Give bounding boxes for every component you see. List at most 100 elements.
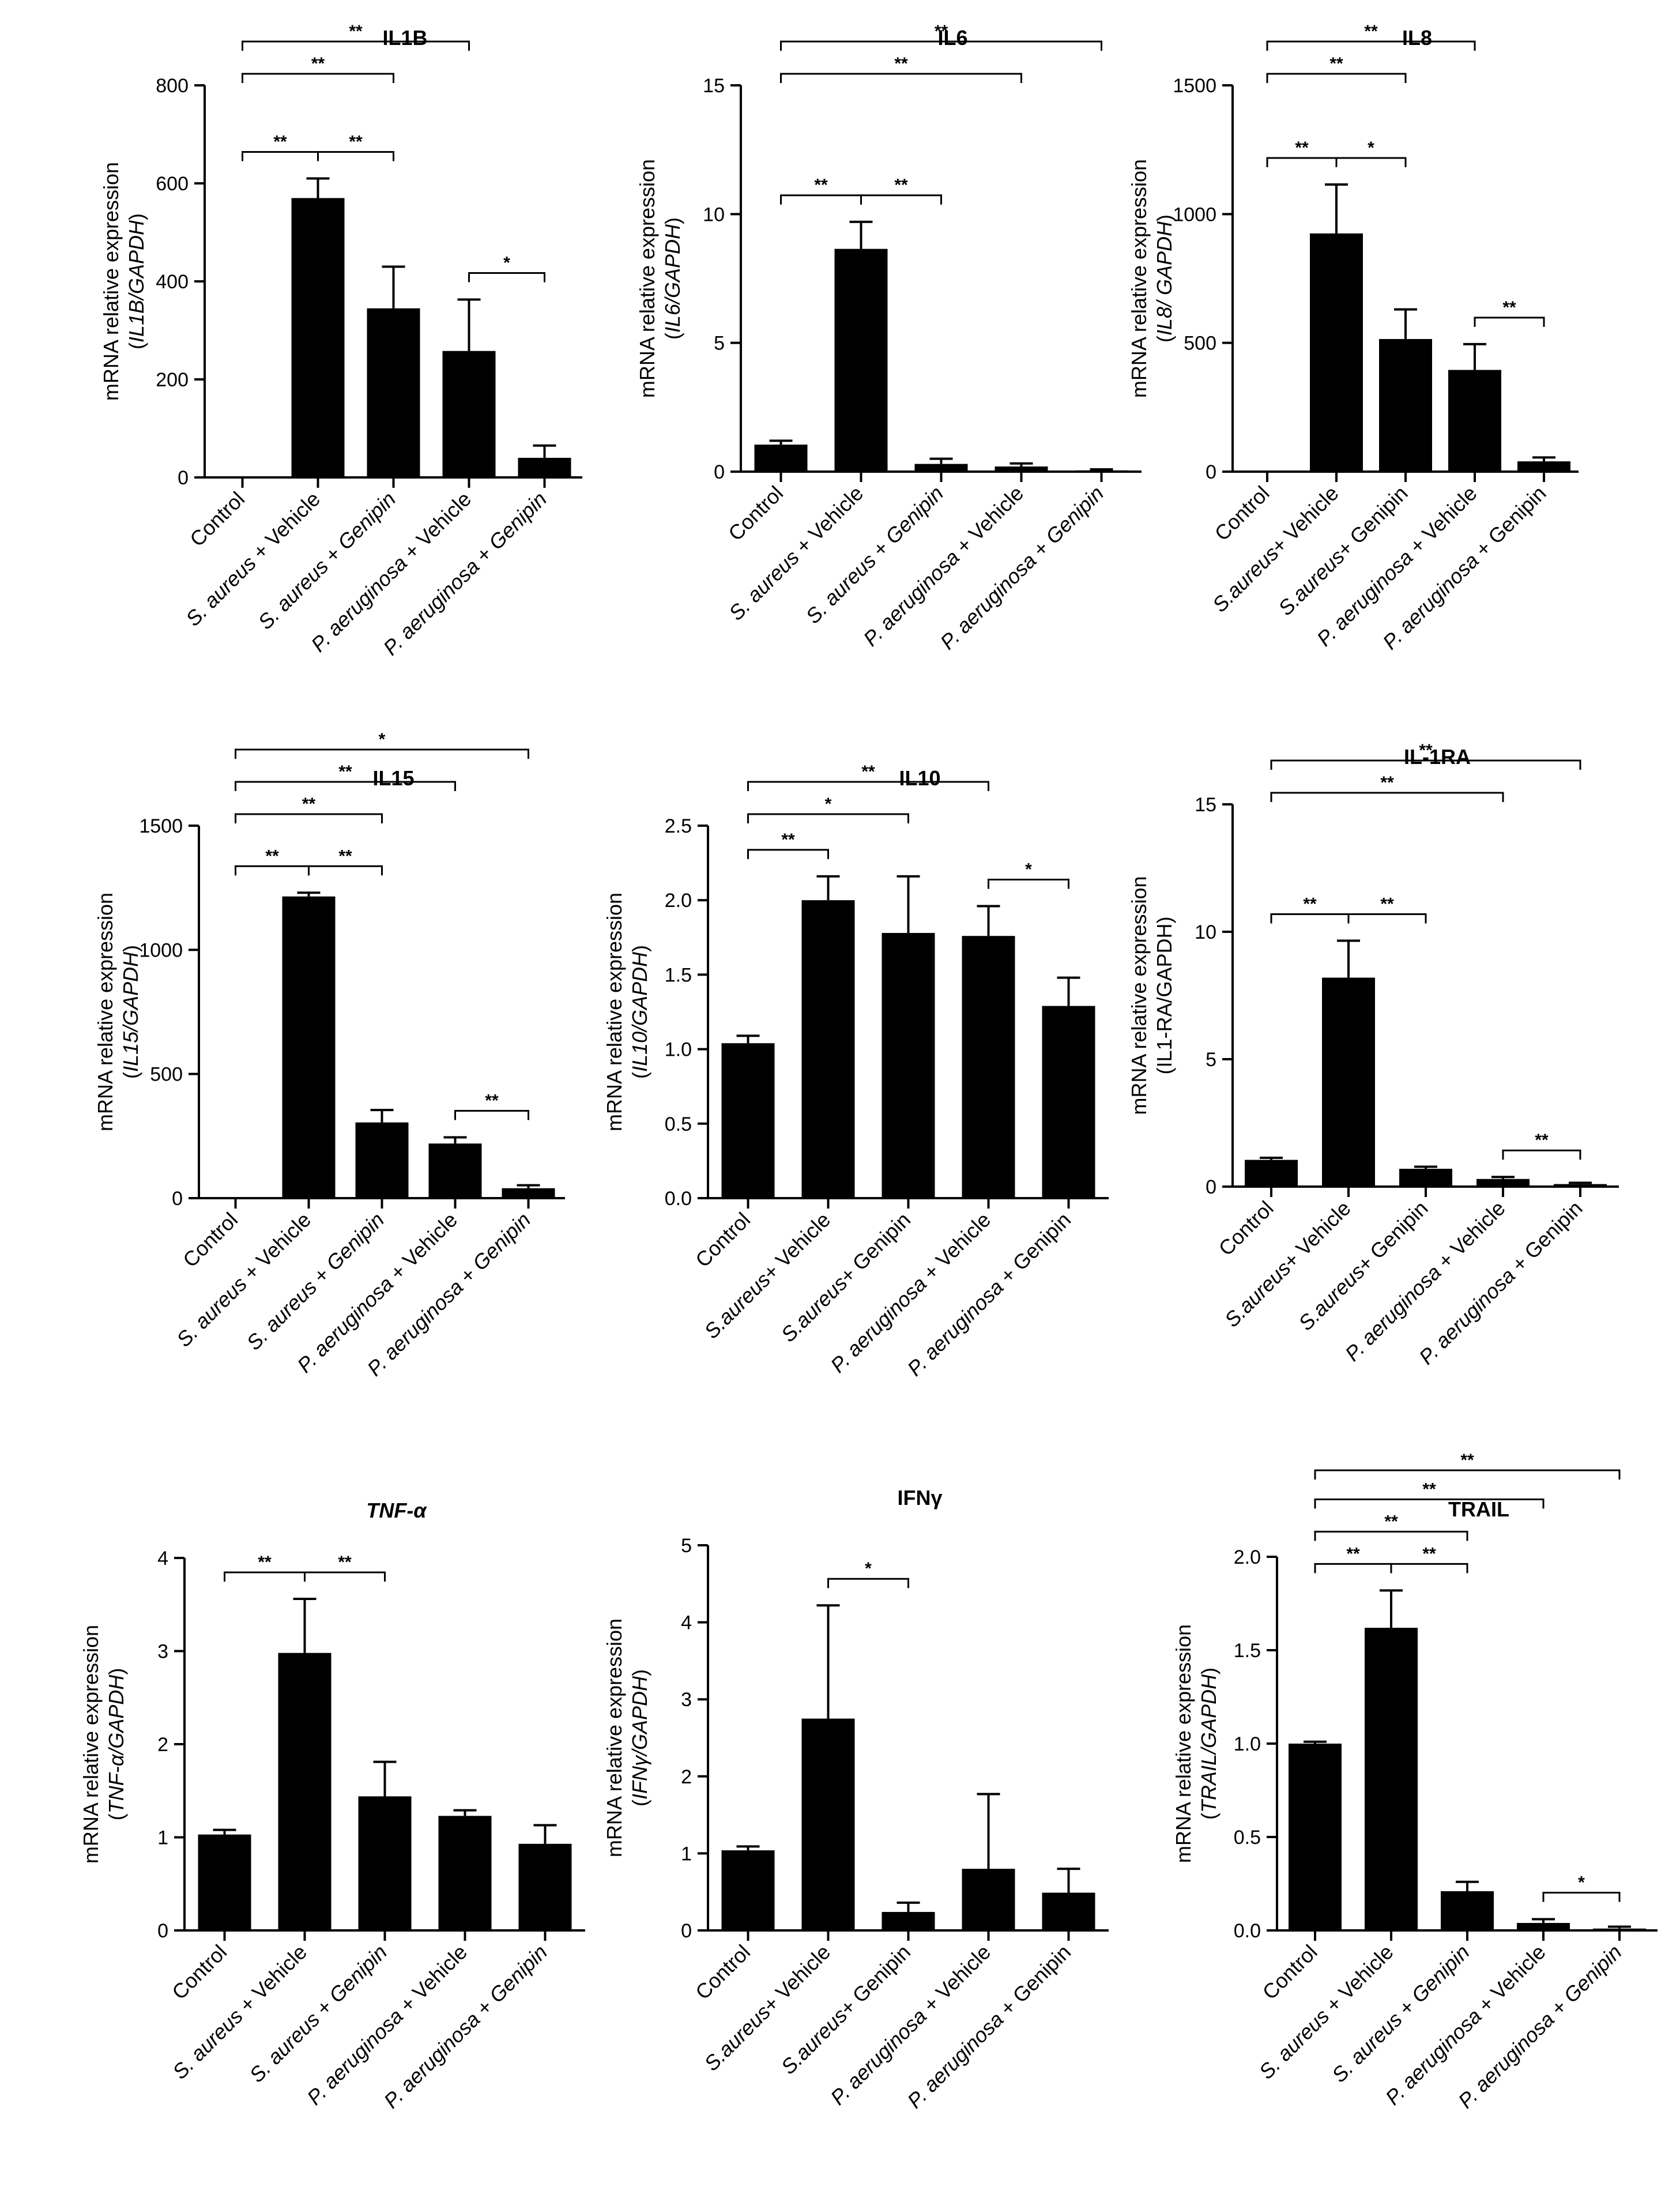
y-tick-label: 3 (157, 1641, 168, 1663)
bar (1365, 1628, 1418, 1930)
category-label: Control (185, 487, 249, 551)
chart-panel-tnf: TNF-α 0 1 2 3 4 mRNA relative expression (TNF-α… (79, 1499, 585, 2113)
y-tick-label: 2.0 (1234, 1546, 1261, 1568)
category-label: Control (1214, 1196, 1278, 1260)
significance-label: ** (935, 22, 948, 41)
text-run: TNF-α/GAPDH (104, 1674, 128, 1814)
text-run: ) (628, 1669, 651, 1676)
text-run: Genipin (484, 487, 551, 555)
text-run: + Vehicle (395, 487, 476, 568)
text-run: Control (167, 1940, 231, 2004)
text-run: ) (628, 945, 651, 952)
y-tick-label: 0 (178, 467, 189, 489)
significance-bracket (317, 151, 394, 161)
significance-label: ** (265, 846, 279, 865)
category-label: P. aeruginosa + Vehicle (302, 1940, 472, 2110)
text-run: S.aureus (777, 2003, 852, 2079)
bar (801, 900, 855, 1198)
category-label: S. aureus + Genipin (244, 1940, 391, 2087)
y-tick-label: 5 (714, 333, 725, 355)
text-run: ) (125, 213, 148, 220)
category-label: S. aureus + Vehicle (172, 1208, 315, 1352)
text-run: + Vehicle (787, 481, 868, 562)
text-run: + Genipin (991, 1940, 1075, 2024)
chart-title: TNF-α (366, 1499, 427, 1522)
significance-label: ** (1419, 741, 1433, 760)
text-run: + Vehicle (1279, 1196, 1355, 1273)
significance-bracket (235, 813, 383, 823)
y-tick-label: 200 (156, 369, 189, 391)
text-run: S. aureus (181, 551, 261, 631)
text-run: Control (1214, 1196, 1278, 1260)
bar (355, 1122, 409, 1198)
bar (1448, 370, 1501, 472)
text-run: IL8/ GAPDH (1152, 221, 1176, 336)
text-run: ) (661, 217, 684, 224)
text-run: ) (119, 945, 142, 952)
chart-title: TRAIL (1448, 1497, 1509, 1521)
text-run: S.aureus (777, 1271, 852, 1346)
bar (721, 1043, 775, 1198)
category-label: S. aureus + Vehicle (724, 481, 868, 625)
significance-label: ** (1384, 1512, 1398, 1531)
y-axis-label: mRNA relative expression (602, 893, 626, 1131)
bar (1042, 1892, 1095, 1930)
text-run: (IL1-RA/GAPDH) (1152, 916, 1176, 1074)
y-tick-label: 0 (1206, 461, 1216, 483)
significance-label: ** (1535, 1131, 1549, 1150)
text-run: + Genipin (1467, 481, 1551, 566)
category-label: P. aeruginosa + Genipin (379, 1940, 552, 2113)
chart-panel-il6: IL6 0 5 10 15 mRNA relative expression (IL6/GA… (635, 22, 1142, 654)
category-label: P. aeruginosa + Vehicle (826, 1208, 995, 1377)
category-label: S. aureus + Vehicle (1255, 1940, 1398, 2084)
bar (754, 445, 808, 472)
y-tick-label: 1000 (1173, 204, 1216, 225)
bar (834, 249, 888, 472)
y-tick-label: 0.0 (665, 1188, 692, 1210)
text-run: IL10/GAPDH (628, 951, 651, 1072)
y-tick-label: 0.5 (1234, 1827, 1261, 1849)
bar (282, 896, 336, 1198)
significance-label: ** (1329, 54, 1343, 73)
y-tick-label: 3 (681, 1689, 692, 1711)
y-tick-label: 0 (172, 1188, 183, 1210)
text-run: + Vehicle (391, 1940, 472, 2021)
significance-label: ** (311, 54, 325, 73)
chart-panel-trail: TRAIL 0.0 0.5 1.0 1.5 2.0 mRNA relative expres… (1172, 1451, 1658, 2113)
text-run: + Genipin (835, 1208, 915, 1288)
bar (1476, 1179, 1530, 1187)
text-run: ) (1197, 1668, 1221, 1674)
y-tick-label: 400 (156, 271, 189, 293)
y-tick-label: 800 (156, 75, 189, 97)
y-tick-label: 1 (681, 1843, 692, 1865)
y-tick-label: 1000 (139, 939, 183, 961)
bar (1042, 1006, 1095, 1198)
y-tick-label: 0 (157, 1920, 168, 1942)
bar (1593, 1928, 1646, 1930)
y-axis-label: mRNA relative expression (93, 893, 117, 1131)
significance-label: ** (894, 176, 908, 195)
bar (882, 933, 935, 1198)
text-run: ) (1152, 214, 1176, 221)
text-run: + Vehicle (758, 1940, 835, 2017)
text-run: IL1B/GAPDH (125, 220, 148, 342)
text-run: Control (691, 1940, 755, 2004)
text-run: Control (1258, 1940, 1322, 2004)
y-axis-label-unit: (IL1-RA/GAPDH) (1152, 916, 1176, 1074)
text-run: S. aureus (724, 545, 804, 625)
significance-bracket (304, 1571, 386, 1582)
significance-label: ** (861, 762, 875, 781)
y-axis-label: mRNA relative expression (602, 1618, 626, 1857)
y-tick-label: 1500 (139, 815, 183, 837)
y-tick-label: 0.0 (1234, 1920, 1261, 1942)
text-run: Genipin (1407, 1940, 1474, 2008)
significance-bracket (988, 879, 1069, 889)
y-tick-label: 600 (156, 173, 189, 195)
text-run: S. aureus (172, 1272, 251, 1352)
y-tick-label: 1 (157, 1827, 168, 1849)
significance-label: ** (338, 762, 352, 781)
category-label: S. aureus + Genipin (253, 487, 400, 634)
significance-bracket (1474, 317, 1545, 327)
category-label: Control (724, 481, 788, 545)
